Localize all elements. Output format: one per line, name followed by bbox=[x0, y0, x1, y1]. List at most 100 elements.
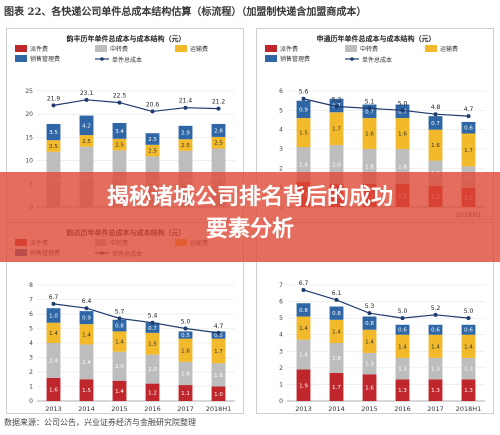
bar-segment bbox=[178, 331, 193, 339]
bar-value-label: 0.7 bbox=[148, 326, 157, 332]
total-cost-point bbox=[367, 106, 372, 111]
total-cost-label: 21.4 bbox=[179, 98, 193, 105]
bar-segment bbox=[211, 136, 226, 149]
y-tick-label: 2 bbox=[29, 369, 33, 376]
y-tick-label: 20 bbox=[25, 111, 33, 118]
bar-segment bbox=[296, 303, 311, 317]
total-cost-point bbox=[466, 114, 471, 119]
bar-value-label: 0.9 bbox=[82, 316, 91, 322]
y-tick-label: 0 bbox=[279, 398, 283, 405]
bar-segment bbox=[112, 351, 127, 381]
bar-segment bbox=[46, 322, 61, 343]
bar-value-label: 1.6 bbox=[214, 373, 223, 379]
total-cost-label: 4.7 bbox=[214, 323, 224, 330]
total-cost-point bbox=[216, 330, 221, 335]
bar-value-label: 1.4 bbox=[82, 332, 91, 338]
total-cost-point bbox=[400, 316, 405, 321]
bar-segment bbox=[145, 144, 160, 157]
bar-segment bbox=[461, 121, 476, 134]
bar-value-label: 1.4 bbox=[115, 389, 124, 395]
bar-segment bbox=[461, 334, 476, 358]
bar-value-label: 1.6 bbox=[431, 143, 440, 149]
bar-value-label: 1.7 bbox=[332, 127, 341, 133]
total-cost-label: 21.9 bbox=[47, 95, 61, 102]
overlay-banner bbox=[0, 172, 500, 262]
total-cost-point bbox=[301, 96, 306, 101]
legend-swatch-marker bbox=[350, 57, 354, 61]
bar-value-label: 2.5 bbox=[82, 139, 91, 145]
y-tick-label: 6 bbox=[279, 299, 283, 306]
y-tick-label: 15 bbox=[25, 134, 33, 141]
bar-value-label: 0.9 bbox=[299, 107, 308, 113]
x-tick-label: 2016 bbox=[144, 405, 161, 413]
legend-label: 单件总成本 bbox=[362, 56, 392, 64]
total-cost-point bbox=[183, 105, 188, 110]
bar-value-label: 1.8 bbox=[299, 353, 308, 359]
bar-value-label: 1.4 bbox=[332, 329, 341, 335]
bar-value-label: 0.5 bbox=[214, 333, 223, 339]
x-tick-label: 2013 bbox=[45, 405, 62, 413]
bar-value-label: 1.1 bbox=[181, 391, 190, 397]
bar-value-label: 1.8 bbox=[398, 164, 407, 170]
legend-swatch bbox=[175, 45, 187, 52]
bar-segment bbox=[79, 344, 94, 380]
bar-segment bbox=[112, 123, 127, 139]
bar-value-label: 0.7 bbox=[365, 109, 374, 115]
bar-segment bbox=[428, 334, 443, 358]
bar-value-label: 0.8 bbox=[332, 311, 341, 317]
bar-segment bbox=[362, 118, 377, 149]
y-tick-label: 2 bbox=[279, 165, 283, 172]
x-tick-label: 2016 bbox=[394, 405, 411, 413]
bar-segment bbox=[145, 133, 160, 145]
bar-segment bbox=[362, 352, 377, 375]
total-cost-point bbox=[367, 311, 372, 316]
bar-segment bbox=[428, 116, 443, 130]
y-tick-label: 1 bbox=[279, 381, 283, 388]
y-tick-label: 5 bbox=[279, 107, 283, 114]
bar-value-label: 3.5 bbox=[49, 130, 58, 136]
bar-value-label: 1.6 bbox=[181, 348, 190, 354]
bar-value-label: 1.8 bbox=[299, 162, 308, 168]
bar-value-label: 0.6 bbox=[464, 126, 473, 132]
y-tick-label: 0 bbox=[29, 398, 33, 405]
bar-value-label: 1.4 bbox=[431, 344, 440, 350]
x-tick-label: 2017 bbox=[427, 405, 444, 413]
bar-segment bbox=[395, 334, 410, 358]
bar-value-label: 1.5 bbox=[148, 342, 157, 348]
bar-segment bbox=[79, 115, 94, 136]
figure-title: 图表 22、各快递公司单件总成本结构估算（标流程）（加盟制快递含加盟商成本） bbox=[4, 7, 367, 18]
y-tick-label: 5 bbox=[279, 315, 283, 322]
bar-segment bbox=[178, 139, 193, 151]
bar-value-label: 0.5 bbox=[181, 333, 190, 339]
bar-segment bbox=[428, 129, 443, 161]
chart-4-canvas: 0 1 2 3 4 5 6 7 1.9 1.7 1.6 1.3 1.3 1.3 1.8 1.8 1.3 1.3 1.… bbox=[279, 280, 485, 413]
bar-value-label: 0.8 bbox=[365, 321, 374, 327]
bar-value-label: 0.6 bbox=[398, 328, 407, 334]
chart-title: 韵丰历年单件总成本与成本结构（元） bbox=[67, 34, 186, 43]
total-cost-label: 5.0 bbox=[181, 319, 191, 326]
total-cost-point bbox=[334, 104, 339, 109]
bar-value-label: 2.5 bbox=[49, 144, 58, 150]
y-tick-label: 3 bbox=[279, 146, 283, 153]
legend-swatch bbox=[265, 45, 277, 52]
bar-value-label: 2.4 bbox=[49, 358, 58, 364]
bar-segment bbox=[428, 357, 443, 380]
total-cost-label: 6.1 bbox=[332, 290, 342, 297]
bar-segment bbox=[112, 331, 127, 352]
bar-value-label: 1.0 bbox=[49, 313, 58, 319]
bar-segment bbox=[79, 135, 94, 147]
legend-label: 单件总成本 bbox=[112, 56, 142, 64]
bar-value-label: 1.0 bbox=[214, 392, 223, 398]
banner-headline[interactable]: 揭秘诸城公司排名背后的成功 要素分析 bbox=[0, 182, 500, 246]
bar-value-label: 1.8 bbox=[332, 356, 341, 362]
legend-swatch bbox=[345, 45, 357, 52]
bar-segment bbox=[79, 324, 94, 345]
y-tick-label: 25 bbox=[25, 88, 33, 95]
total-cost-point bbox=[183, 326, 188, 331]
x-tick-label: 2017 bbox=[177, 405, 194, 413]
legend-label: 派件费 bbox=[280, 45, 298, 53]
bar-segment bbox=[395, 357, 410, 380]
bar-value-label: 2.4 bbox=[82, 360, 91, 366]
x-tick-label: 2015 bbox=[361, 405, 378, 413]
legend-label: 中转费 bbox=[360, 45, 378, 53]
